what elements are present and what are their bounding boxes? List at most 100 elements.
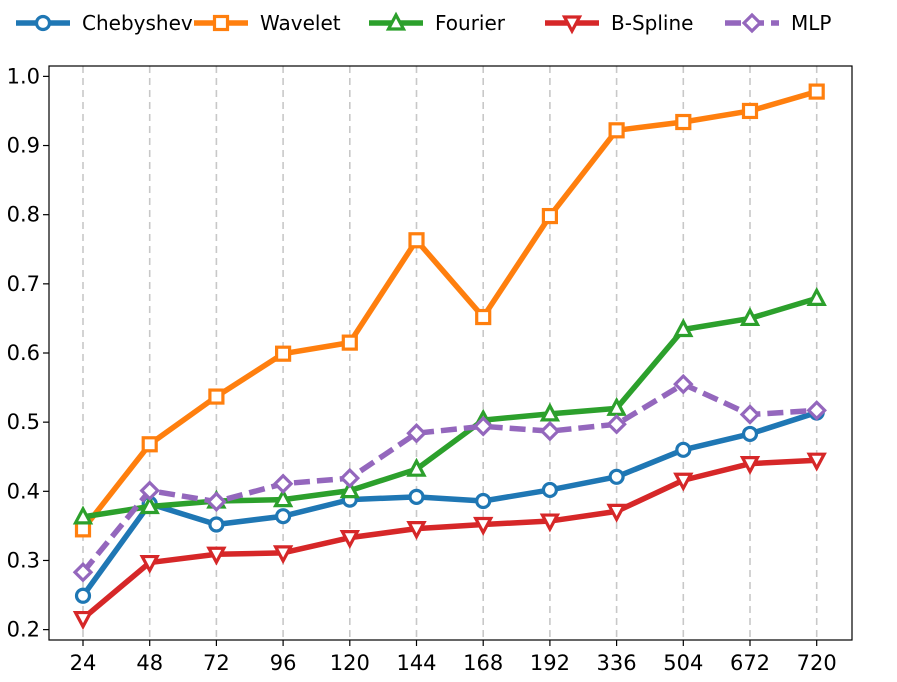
series-line-fourier bbox=[82, 295, 818, 520]
x-axis: 24 48 72 96 120 144 168 192 336 504 672 720 bbox=[70, 640, 837, 675]
y-tick-label: 0.9 bbox=[7, 134, 40, 158]
data-point-fourier bbox=[673, 318, 694, 338]
legend-marker-b-spline bbox=[561, 15, 583, 35]
data-point-b-spline bbox=[139, 554, 160, 574]
data-point-b-spline bbox=[339, 530, 360, 550]
data-point-mlp bbox=[339, 467, 361, 489]
legend-label-fourier: Fourier bbox=[435, 11, 506, 35]
data-point-mlp bbox=[139, 480, 160, 501]
x-tick-label: 96 bbox=[270, 651, 297, 675]
y-tick-label: 0.3 bbox=[7, 548, 40, 572]
data-point-fourier bbox=[539, 402, 561, 422]
data-point-wavelet bbox=[408, 232, 425, 249]
series-fourier bbox=[72, 286, 827, 525]
data-point-chebyshev bbox=[541, 481, 559, 499]
data-point-chebyshev bbox=[74, 587, 92, 604]
legend: Chebyshev Wavelet Fourier B-Spline MLP bbox=[16, 11, 831, 35]
data-point-b-spline bbox=[539, 513, 561, 533]
data-point-chebyshev bbox=[475, 492, 492, 510]
y-tick-label: 1.0 bbox=[7, 64, 40, 88]
data-point-b-spline bbox=[739, 456, 761, 476]
series-line-mlp bbox=[80, 381, 817, 574]
y-tick-label: 0.6 bbox=[7, 341, 40, 365]
data-point-wavelet bbox=[475, 308, 492, 326]
legend-marker-mlp bbox=[741, 12, 763, 34]
data-point-b-spline bbox=[673, 472, 694, 492]
y-axis: 0.2 0.3 0.4 0.5 0.6 0.7 0.8 0.9 1.0 bbox=[7, 64, 49, 642]
data-point-wavelet bbox=[675, 113, 692, 131]
series-line-chebyshev bbox=[80, 409, 818, 598]
legend-label-b-spline: B-Spline bbox=[611, 11, 693, 35]
y-tick-label: 0.8 bbox=[7, 203, 40, 227]
data-point-wavelet bbox=[141, 436, 158, 453]
data-point-wavelet bbox=[541, 207, 559, 225]
data-point-fourier bbox=[72, 505, 94, 525]
series-line-wavelet bbox=[80, 88, 818, 532]
data-point-b-spline bbox=[206, 546, 227, 566]
series-wavelet bbox=[74, 83, 825, 538]
legend-item-mlp: MLP bbox=[725, 11, 831, 35]
y-tick-label: 0.4 bbox=[7, 479, 40, 503]
x-tick-label: 504 bbox=[663, 651, 703, 675]
data-point-mlp bbox=[406, 422, 427, 444]
legend-marker-fourier bbox=[385, 11, 407, 31]
data-point-wavelet bbox=[74, 521, 92, 538]
data-point-wavelet bbox=[808, 83, 825, 100]
x-tick-label: 672 bbox=[730, 651, 770, 675]
data-point-wavelet bbox=[341, 334, 358, 351]
x-tick-label: 48 bbox=[136, 651, 163, 675]
legend-marker-wavelet bbox=[212, 14, 230, 32]
x-tick-label: 168 bbox=[463, 651, 503, 675]
data-point-chebyshev bbox=[208, 516, 225, 533]
data-point-b-spline bbox=[606, 503, 627, 523]
data-point-wavelet bbox=[275, 345, 292, 362]
data-point-mlp bbox=[806, 400, 827, 421]
legend-item-fourier: Fourier bbox=[369, 11, 506, 35]
data-point-mlp bbox=[673, 373, 694, 395]
data-point-fourier bbox=[406, 457, 427, 477]
data-point-chebyshev bbox=[275, 508, 292, 525]
x-tick-label: 72 bbox=[203, 651, 230, 675]
data-point-mlp bbox=[72, 561, 94, 583]
data-point-mlp bbox=[606, 413, 627, 435]
legend-label-chebyshev: Chebyshev bbox=[82, 11, 193, 35]
series-b-spline bbox=[72, 452, 827, 630]
data-point-fourier bbox=[272, 488, 294, 508]
x-tick-label: 120 bbox=[330, 651, 370, 675]
data-point-b-spline bbox=[72, 610, 94, 630]
data-point-chebyshev bbox=[408, 488, 425, 505]
legend-item-b-spline: B-Spline bbox=[545, 11, 693, 35]
data-point-chebyshev bbox=[741, 425, 759, 443]
data-point-chebyshev bbox=[608, 468, 625, 485]
y-tick-label: 0.2 bbox=[7, 618, 40, 642]
data-point-b-spline bbox=[806, 452, 827, 472]
plot-frame bbox=[48, 65, 853, 641]
series-mlp bbox=[72, 373, 827, 583]
data-point-mlp bbox=[472, 416, 494, 437]
x-tick-label: 720 bbox=[797, 651, 837, 675]
data-point-b-spline bbox=[473, 516, 494, 536]
series-line-b-spline bbox=[81, 457, 817, 621]
data-point-mlp bbox=[206, 491, 227, 512]
data-point-mlp bbox=[739, 404, 761, 425]
data-point-b-spline bbox=[406, 521, 427, 541]
data-point-wavelet bbox=[741, 102, 759, 120]
legend-marker-chebyshev bbox=[34, 14, 52, 32]
y-tick-label: 0.7 bbox=[7, 272, 40, 296]
data-point-fourier bbox=[806, 286, 827, 306]
legend-item-wavelet: Wavelet bbox=[194, 11, 341, 35]
series-layer bbox=[72, 83, 827, 630]
data-point-mlp bbox=[272, 473, 294, 494]
x-tick-label: 192 bbox=[530, 651, 570, 675]
data-point-wavelet bbox=[208, 388, 225, 405]
data-point-b-spline bbox=[272, 545, 294, 565]
data-point-chebyshev bbox=[675, 441, 692, 458]
legend-label-mlp: MLP bbox=[791, 11, 831, 35]
data-point-mlp bbox=[539, 420, 561, 442]
legend-item-chebyshev: Chebyshev bbox=[16, 11, 193, 35]
data-point-fourier bbox=[739, 307, 761, 327]
data-point-fourier bbox=[339, 479, 360, 499]
legend-label-wavelet: Wavelet bbox=[260, 11, 341, 35]
